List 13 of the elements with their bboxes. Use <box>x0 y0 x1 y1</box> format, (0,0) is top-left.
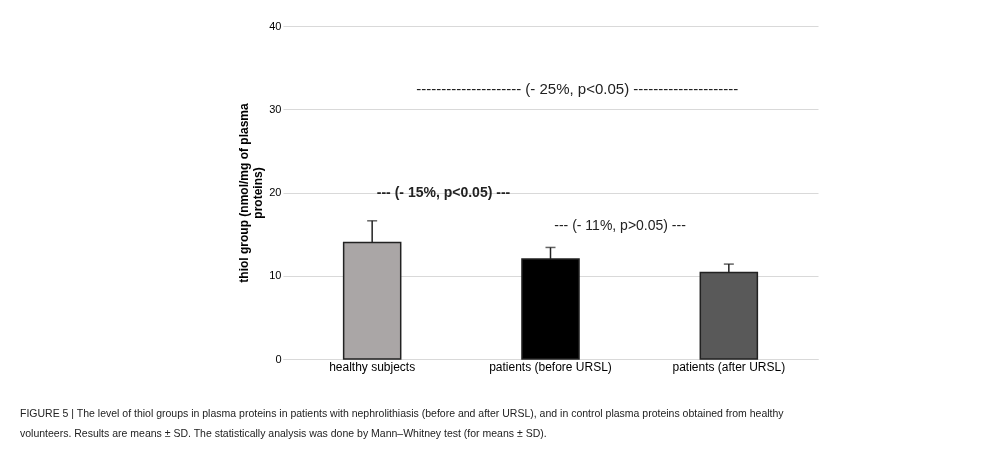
y-tick-label: 10 <box>269 269 282 282</box>
x-tick-label: patients (before URSL) <box>489 359 612 374</box>
annotation: --- (- 11%, p>0.05) --- <box>554 216 687 233</box>
y-tick-label: 0 <box>275 352 282 365</box>
annotation: --------------------- (- 25%, p<0.05) --------------------- <box>416 80 739 98</box>
caption: FIGURE 5 | The level of thiol groups in plasma proteins in patients with nephrolithiasis (before and after URSL), and in control plasma proteins obtained from healthy volunteers. Results are means ± SD. The statistically analysis was done by Mann–Whitney test (for means ± SD). <box>20 407 785 439</box>
y-tick-label: 30 <box>269 102 282 115</box>
x-tick-label: patients (after URSL) <box>672 359 786 374</box>
y-tick-label: 40 <box>269 19 282 32</box>
y-axis-title: thiol group (nmol/mg of plasma proteins) <box>237 103 266 283</box>
annotation: --- (- 15%, p<0.05) --- <box>376 183 511 200</box>
y-tick-label: 20 <box>269 186 282 198</box>
x-tick-label: healthy subjects <box>329 359 416 374</box>
